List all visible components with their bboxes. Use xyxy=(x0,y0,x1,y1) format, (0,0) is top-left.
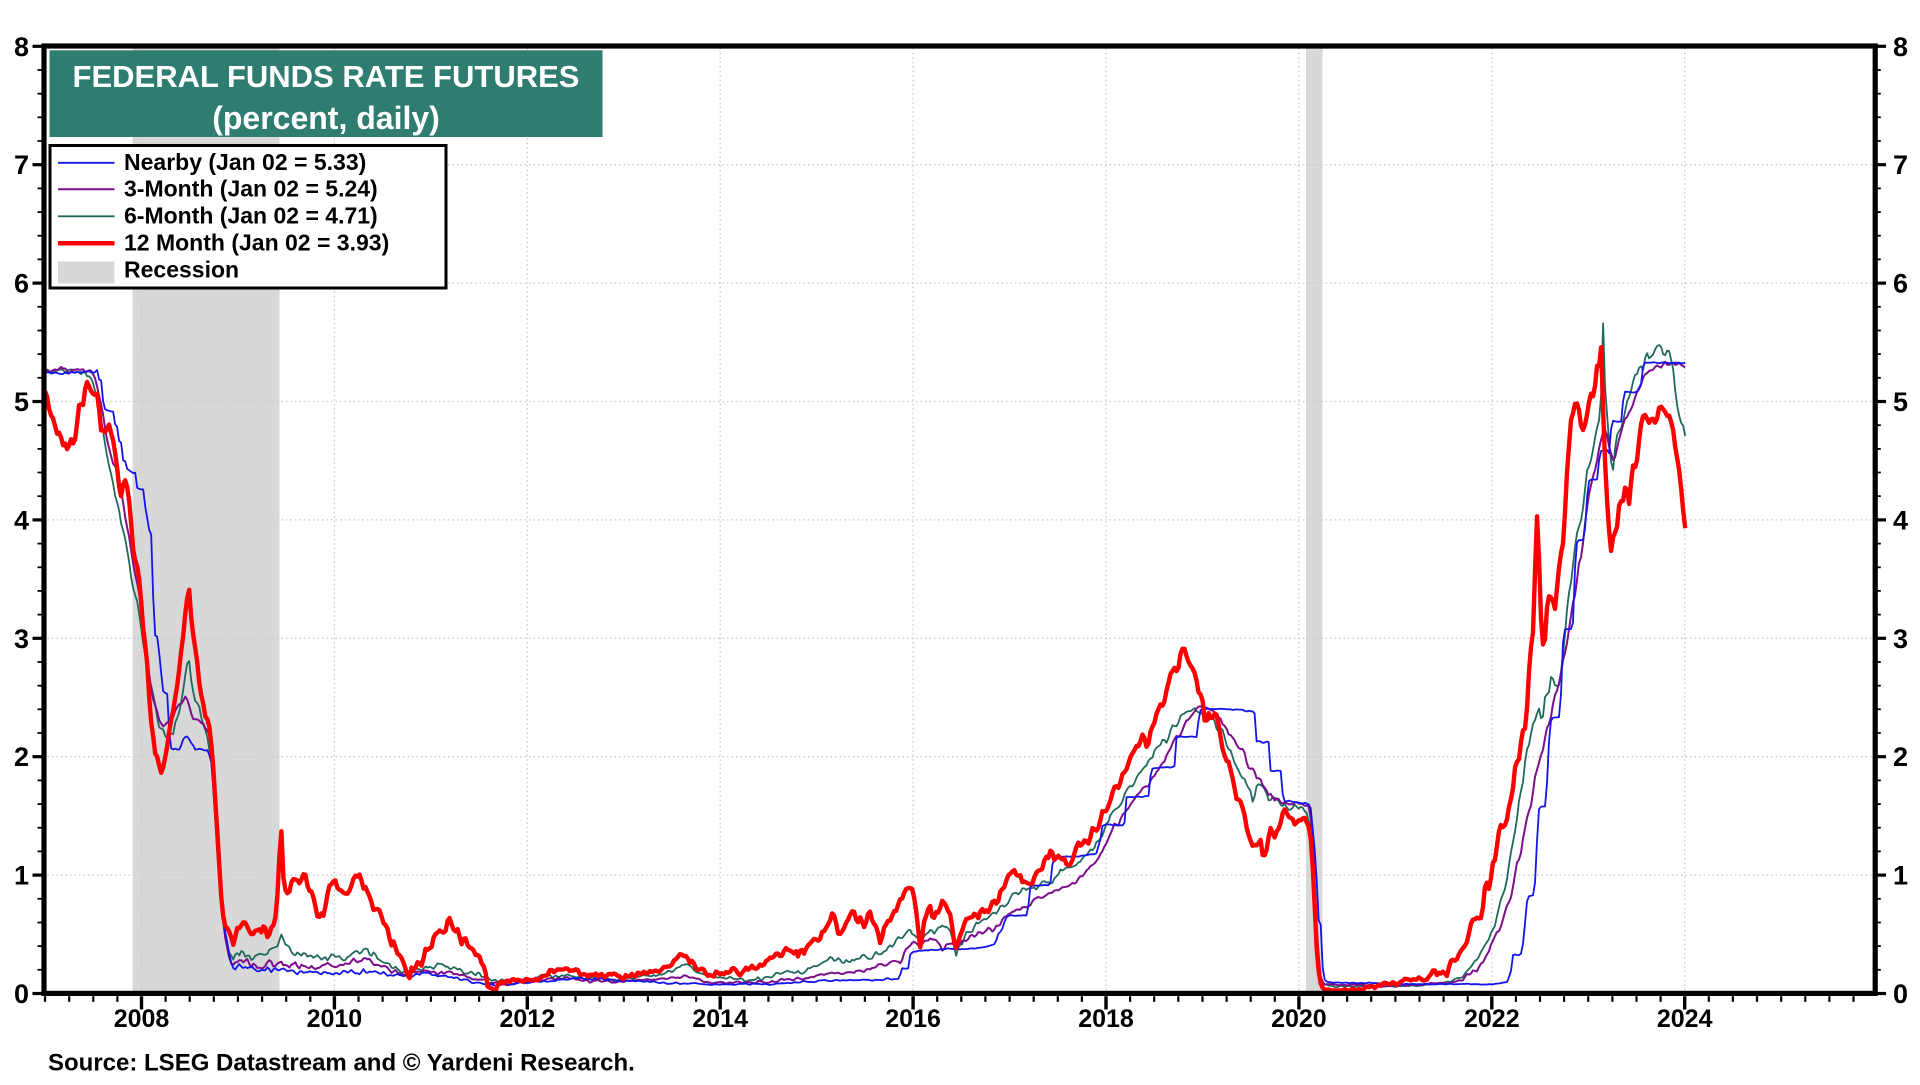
svg-text:12 Month (Jan 02 = 3.93): 12 Month (Jan 02 = 3.93) xyxy=(124,230,389,256)
svg-text:FEDERAL FUNDS RATE FUTURES: FEDERAL FUNDS RATE FUTURES xyxy=(73,59,580,94)
svg-text:2010: 2010 xyxy=(307,1005,363,1033)
svg-text:7: 7 xyxy=(1893,150,1908,180)
svg-text:Recession: Recession xyxy=(124,257,239,283)
svg-text:6-Month (Jan 02 = 4.71): 6-Month (Jan 02 = 4.71) xyxy=(124,203,378,229)
svg-text:2020: 2020 xyxy=(1271,1005,1327,1033)
svg-text:2012: 2012 xyxy=(499,1005,555,1033)
svg-text:5: 5 xyxy=(1893,387,1908,417)
svg-text:0: 0 xyxy=(1893,979,1908,1009)
svg-text:3: 3 xyxy=(14,624,29,654)
svg-text:2: 2 xyxy=(14,742,29,772)
svg-text:5: 5 xyxy=(14,387,29,417)
svg-text:Source: LSEG Datastream and ©: Source: LSEG Datastream and © Yardeni Re… xyxy=(48,1050,635,1077)
svg-text:2008: 2008 xyxy=(114,1005,170,1033)
svg-text:3: 3 xyxy=(1893,624,1908,654)
svg-text:2022: 2022 xyxy=(1464,1005,1520,1033)
svg-text:8: 8 xyxy=(14,32,29,62)
svg-text:7: 7 xyxy=(14,150,29,180)
svg-text:2024: 2024 xyxy=(1657,1005,1713,1033)
svg-text:6: 6 xyxy=(14,269,29,299)
svg-text:0: 0 xyxy=(14,979,29,1009)
svg-text:(percent, daily): (percent, daily) xyxy=(212,100,440,136)
svg-text:1: 1 xyxy=(1893,861,1908,891)
svg-text:2: 2 xyxy=(1893,742,1908,772)
svg-text:Nearby (Jan 02 = 5.33): Nearby (Jan 02 = 5.33) xyxy=(124,149,366,175)
svg-text:3-Month (Jan 02 = 5.24): 3-Month (Jan 02 = 5.24) xyxy=(124,176,378,202)
svg-text:2018: 2018 xyxy=(1078,1005,1134,1033)
svg-text:6: 6 xyxy=(1893,269,1908,299)
svg-text:8: 8 xyxy=(1893,32,1908,62)
svg-text:4: 4 xyxy=(14,505,29,535)
svg-text:4: 4 xyxy=(1893,505,1908,535)
svg-text:2014: 2014 xyxy=(692,1005,748,1033)
svg-text:1: 1 xyxy=(14,861,29,891)
svg-text:2016: 2016 xyxy=(885,1005,941,1033)
